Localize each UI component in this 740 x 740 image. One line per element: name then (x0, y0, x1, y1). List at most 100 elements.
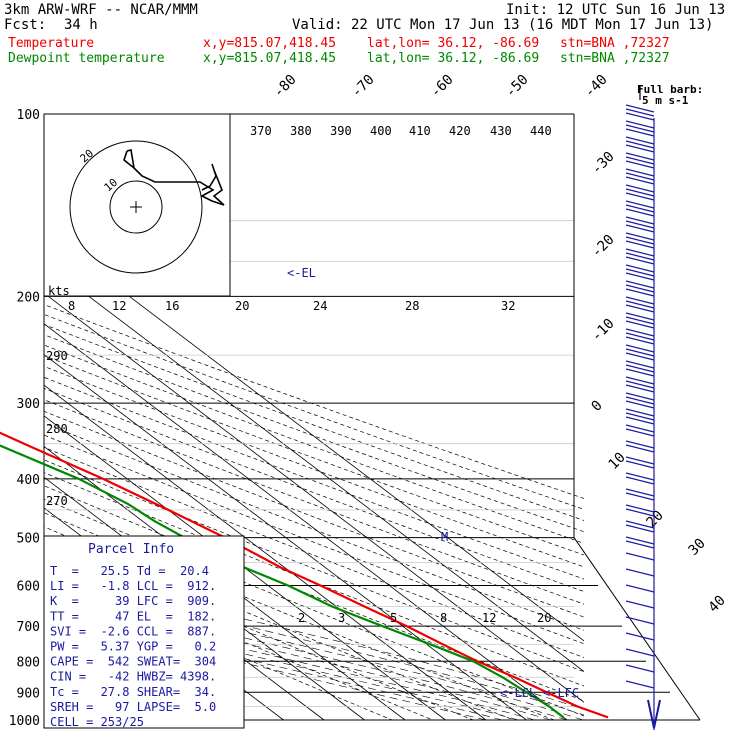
moist-adiabat (44, 606, 519, 721)
mixing-ratio-label: 32 (501, 299, 515, 313)
temperature-legend: Temperature (8, 36, 95, 51)
isotherm-line (44, 384, 487, 721)
lcl-marker: <-LCL (500, 686, 536, 700)
temperature-station: stn=BNA ,72327 (560, 36, 670, 51)
wind-barb (625, 252, 655, 261)
isotherm-label: -50 (503, 72, 532, 101)
wind-barb (625, 268, 655, 277)
hodograph-ring-outer (69, 140, 203, 274)
pressure-label: 400 (17, 473, 40, 488)
wind-barb (625, 320, 655, 329)
wind-barb (625, 428, 655, 437)
wind-barb (625, 136, 655, 145)
wind-barb (625, 104, 655, 113)
wind-barb (625, 456, 655, 465)
wind-barb (625, 680, 655, 689)
wind-barb (625, 240, 655, 249)
parcel-row: CIN = -42 HWBZ= 4398. (50, 670, 216, 684)
valid-time: Valid: 22 UTC Mon 17 Jun 13 (16 MDT Mon … (292, 17, 714, 33)
wind-barb (625, 584, 655, 593)
wind-barb (625, 664, 655, 673)
temperature-latlon: lat,lon= 36.12, -86.69 (367, 36, 540, 51)
wind-barb (625, 236, 655, 245)
isotherm-line (44, 261, 584, 673)
wind-barb (625, 296, 655, 305)
isotherm-label: -40 (582, 72, 611, 101)
isotherm-label: -10 (589, 316, 618, 345)
wind-barbs: Full barb:5 m s-1 (625, 83, 703, 730)
mixing-ratio-label: 20 (235, 299, 249, 313)
wind-barb (625, 224, 655, 233)
wind-barb (625, 412, 655, 421)
mixing-ratio-label: 8 (68, 299, 75, 313)
wind-barb (625, 332, 655, 341)
wind-barb (625, 632, 655, 641)
hodograph-ring-inner (109, 180, 163, 234)
wind-barb (625, 168, 655, 177)
dewpoint-latlon: lat,lon= 36.12, -86.69 (367, 51, 540, 66)
wind-barb (625, 280, 655, 289)
wind-barb (625, 552, 655, 561)
wind-barb (625, 272, 655, 281)
theta-label: 430 (490, 124, 512, 138)
pressure-label: 100 (17, 108, 40, 123)
wind-barb (625, 384, 655, 393)
isotherm-line (44, 292, 584, 703)
wind-barb (625, 616, 655, 625)
pressure-label: 700 (17, 620, 40, 635)
parcel-info-box: Parcel Info T = 25.5 Td = 20.4LI = -1.8 L… (43, 535, 245, 729)
isotherm-label: 30 (686, 536, 709, 559)
init-time: Init: 12 UTC Sun 16 Jun 13 (506, 2, 726, 18)
wind-barb (625, 348, 655, 357)
wind-barb (625, 396, 655, 405)
mixing-ratio-label: 12 (112, 299, 126, 313)
wind-barb (625, 128, 655, 137)
wind-barb (625, 160, 655, 169)
parcel-row: SREH = 97 LAPSE= 5.0 (50, 700, 216, 714)
wind-barb (625, 536, 655, 545)
wind-barb (625, 460, 655, 469)
wind-barb (625, 368, 655, 377)
hodograph-units: kts (48, 284, 70, 298)
temperature-xy: x,y=815.07,418.45 (203, 36, 337, 51)
wind-barb (625, 472, 655, 481)
skew-right-edge (573, 537, 701, 721)
wind-barb (625, 328, 655, 337)
hodograph-trace (123, 149, 225, 206)
wind-barb (625, 520, 655, 529)
isotherm-line (44, 446, 406, 721)
pressure-label: 200 (17, 290, 40, 305)
wind-barb (625, 352, 655, 361)
parcel-row: SVI = -2.6 CCL = 887. (50, 624, 216, 638)
isotherm-line (44, 231, 584, 642)
wind-barb (625, 440, 655, 449)
wind-barb (625, 344, 655, 353)
isotherm-label: 10 (606, 450, 629, 473)
parcel-row: Tc = 27.8 SHEAR= 34. (50, 685, 216, 699)
parcel-row: K = 39 LFC = 909. (50, 594, 216, 608)
wind-barb (625, 400, 655, 409)
pressure-label: 300 (17, 397, 40, 412)
wind-barb (625, 204, 655, 213)
wind-barb (625, 172, 655, 181)
dewpoint-legend: Dewpoint temperature (8, 51, 165, 66)
isotherm-label: -60 (428, 72, 457, 101)
isotherm-label: -20 (589, 232, 618, 261)
theta-label: 370 (250, 124, 272, 138)
moist-adiabat (44, 578, 584, 716)
wind-barb (647, 699, 661, 729)
parcel-row: CAPE = 542 SWEAT= 304 (50, 655, 216, 669)
parcel-row: TT = 47 EL = 182. (50, 609, 216, 623)
wind-barb (625, 140, 655, 149)
wind-barb (625, 192, 655, 201)
isotherm-label: -70 (349, 72, 378, 101)
wind-barb (625, 508, 655, 517)
theta-label: 400 (370, 124, 392, 138)
mixing-ratio-label: 12 (482, 611, 496, 625)
parcel-row: CELL = 253/25 (50, 715, 144, 729)
mixing-ratio-label: 8 (440, 611, 447, 625)
wind-barb (625, 376, 655, 385)
wind-barb (625, 568, 655, 577)
parcel-row: T = 25.5 Td = 20.4 (50, 564, 209, 578)
